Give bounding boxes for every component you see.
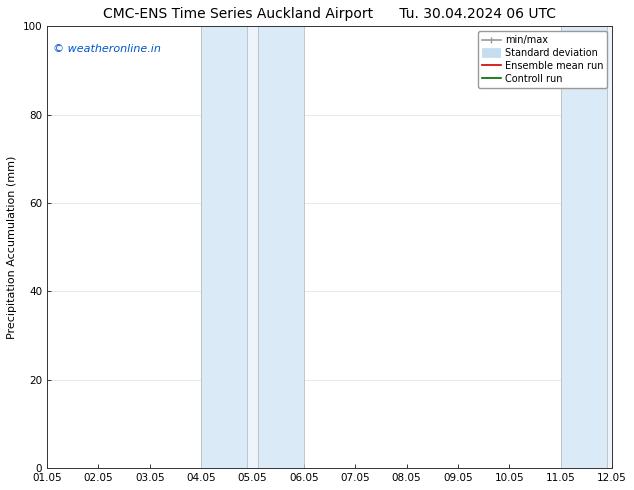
Bar <box>607 26 618 468</box>
Bar <box>257 26 304 468</box>
Text: © weatheronline.in: © weatheronline.in <box>53 44 160 54</box>
Y-axis label: Precipitation Accumulation (mm): Precipitation Accumulation (mm) <box>7 155 17 339</box>
Legend: min/max, Standard deviation, Ensemble mean run, Controll run: min/max, Standard deviation, Ensemble me… <box>477 31 607 88</box>
Bar <box>247 26 257 468</box>
Title: CMC-ENS Time Series Auckland Airport      Tu. 30.04.2024 06 UTC: CMC-ENS Time Series Auckland Airport Tu.… <box>103 7 556 21</box>
Bar <box>201 26 247 468</box>
Bar <box>561 26 607 468</box>
Bar <box>618 26 634 468</box>
